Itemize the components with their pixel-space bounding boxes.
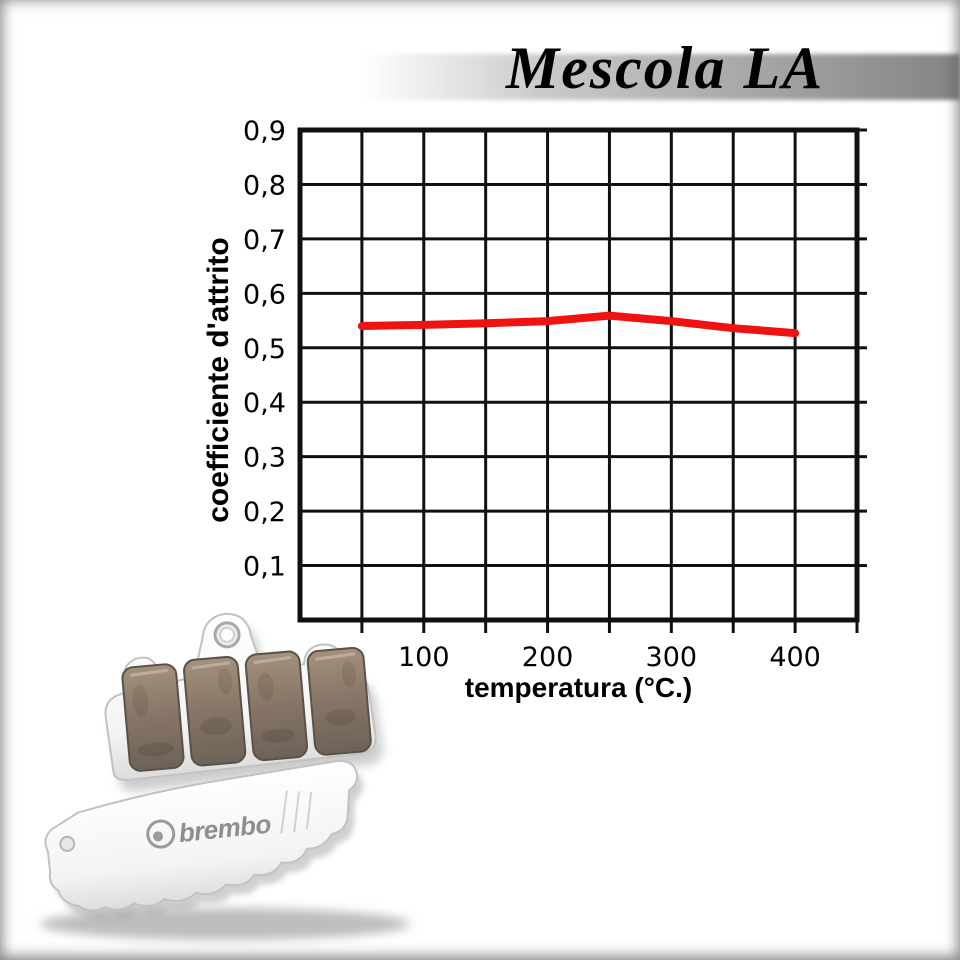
y-tick-label: 0,5	[243, 334, 286, 365]
brembo-logo-icon-dot	[152, 831, 163, 842]
friction-blocks	[121, 646, 372, 772]
y-tick-label: 0,1	[243, 552, 286, 583]
x-tick-label: 400	[769, 642, 821, 673]
y-tick-label: 0,7	[243, 225, 286, 256]
brake-pads-photo: brembo	[40, 612, 410, 940]
backing-plate	[44, 760, 359, 912]
plot-frame	[297, 127, 860, 623]
x-tick-label: 200	[522, 642, 574, 673]
stamp-marks	[280, 790, 313, 834]
y-tick-label: 0,8	[243, 170, 286, 201]
series-line	[357, 311, 800, 338]
pad-hole	[59, 835, 76, 852]
y-tick-label: 0,4	[243, 388, 286, 419]
brembo-logo-icon	[146, 819, 176, 849]
friction-block	[306, 646, 372, 756]
friction-mottle	[132, 661, 357, 757]
friction-block	[183, 655, 247, 767]
y-tick-label: 0,9	[243, 116, 286, 147]
friction-block	[244, 650, 309, 762]
x-axis-label: temperatura (°C.)	[464, 672, 693, 703]
y-tick-label: 0,2	[243, 497, 286, 528]
brake-pad-back-side: brembo	[44, 760, 364, 921]
y-axis-label: coefficiente d'attrito	[202, 237, 235, 523]
x-tick-label: 300	[646, 642, 698, 673]
friction-block	[121, 663, 185, 772]
friction-highlights	[130, 652, 356, 677]
y-tick-label: 0,3	[243, 443, 286, 474]
y-tick-label: 0,6	[243, 279, 286, 310]
mounting-hole-rim	[219, 626, 236, 643]
page-title: Mescola LA	[505, 35, 825, 101]
brake-pad-friction-side	[104, 612, 383, 792]
x-tick-label: 100	[398, 642, 450, 673]
title-gradient-banner	[360, 54, 960, 100]
